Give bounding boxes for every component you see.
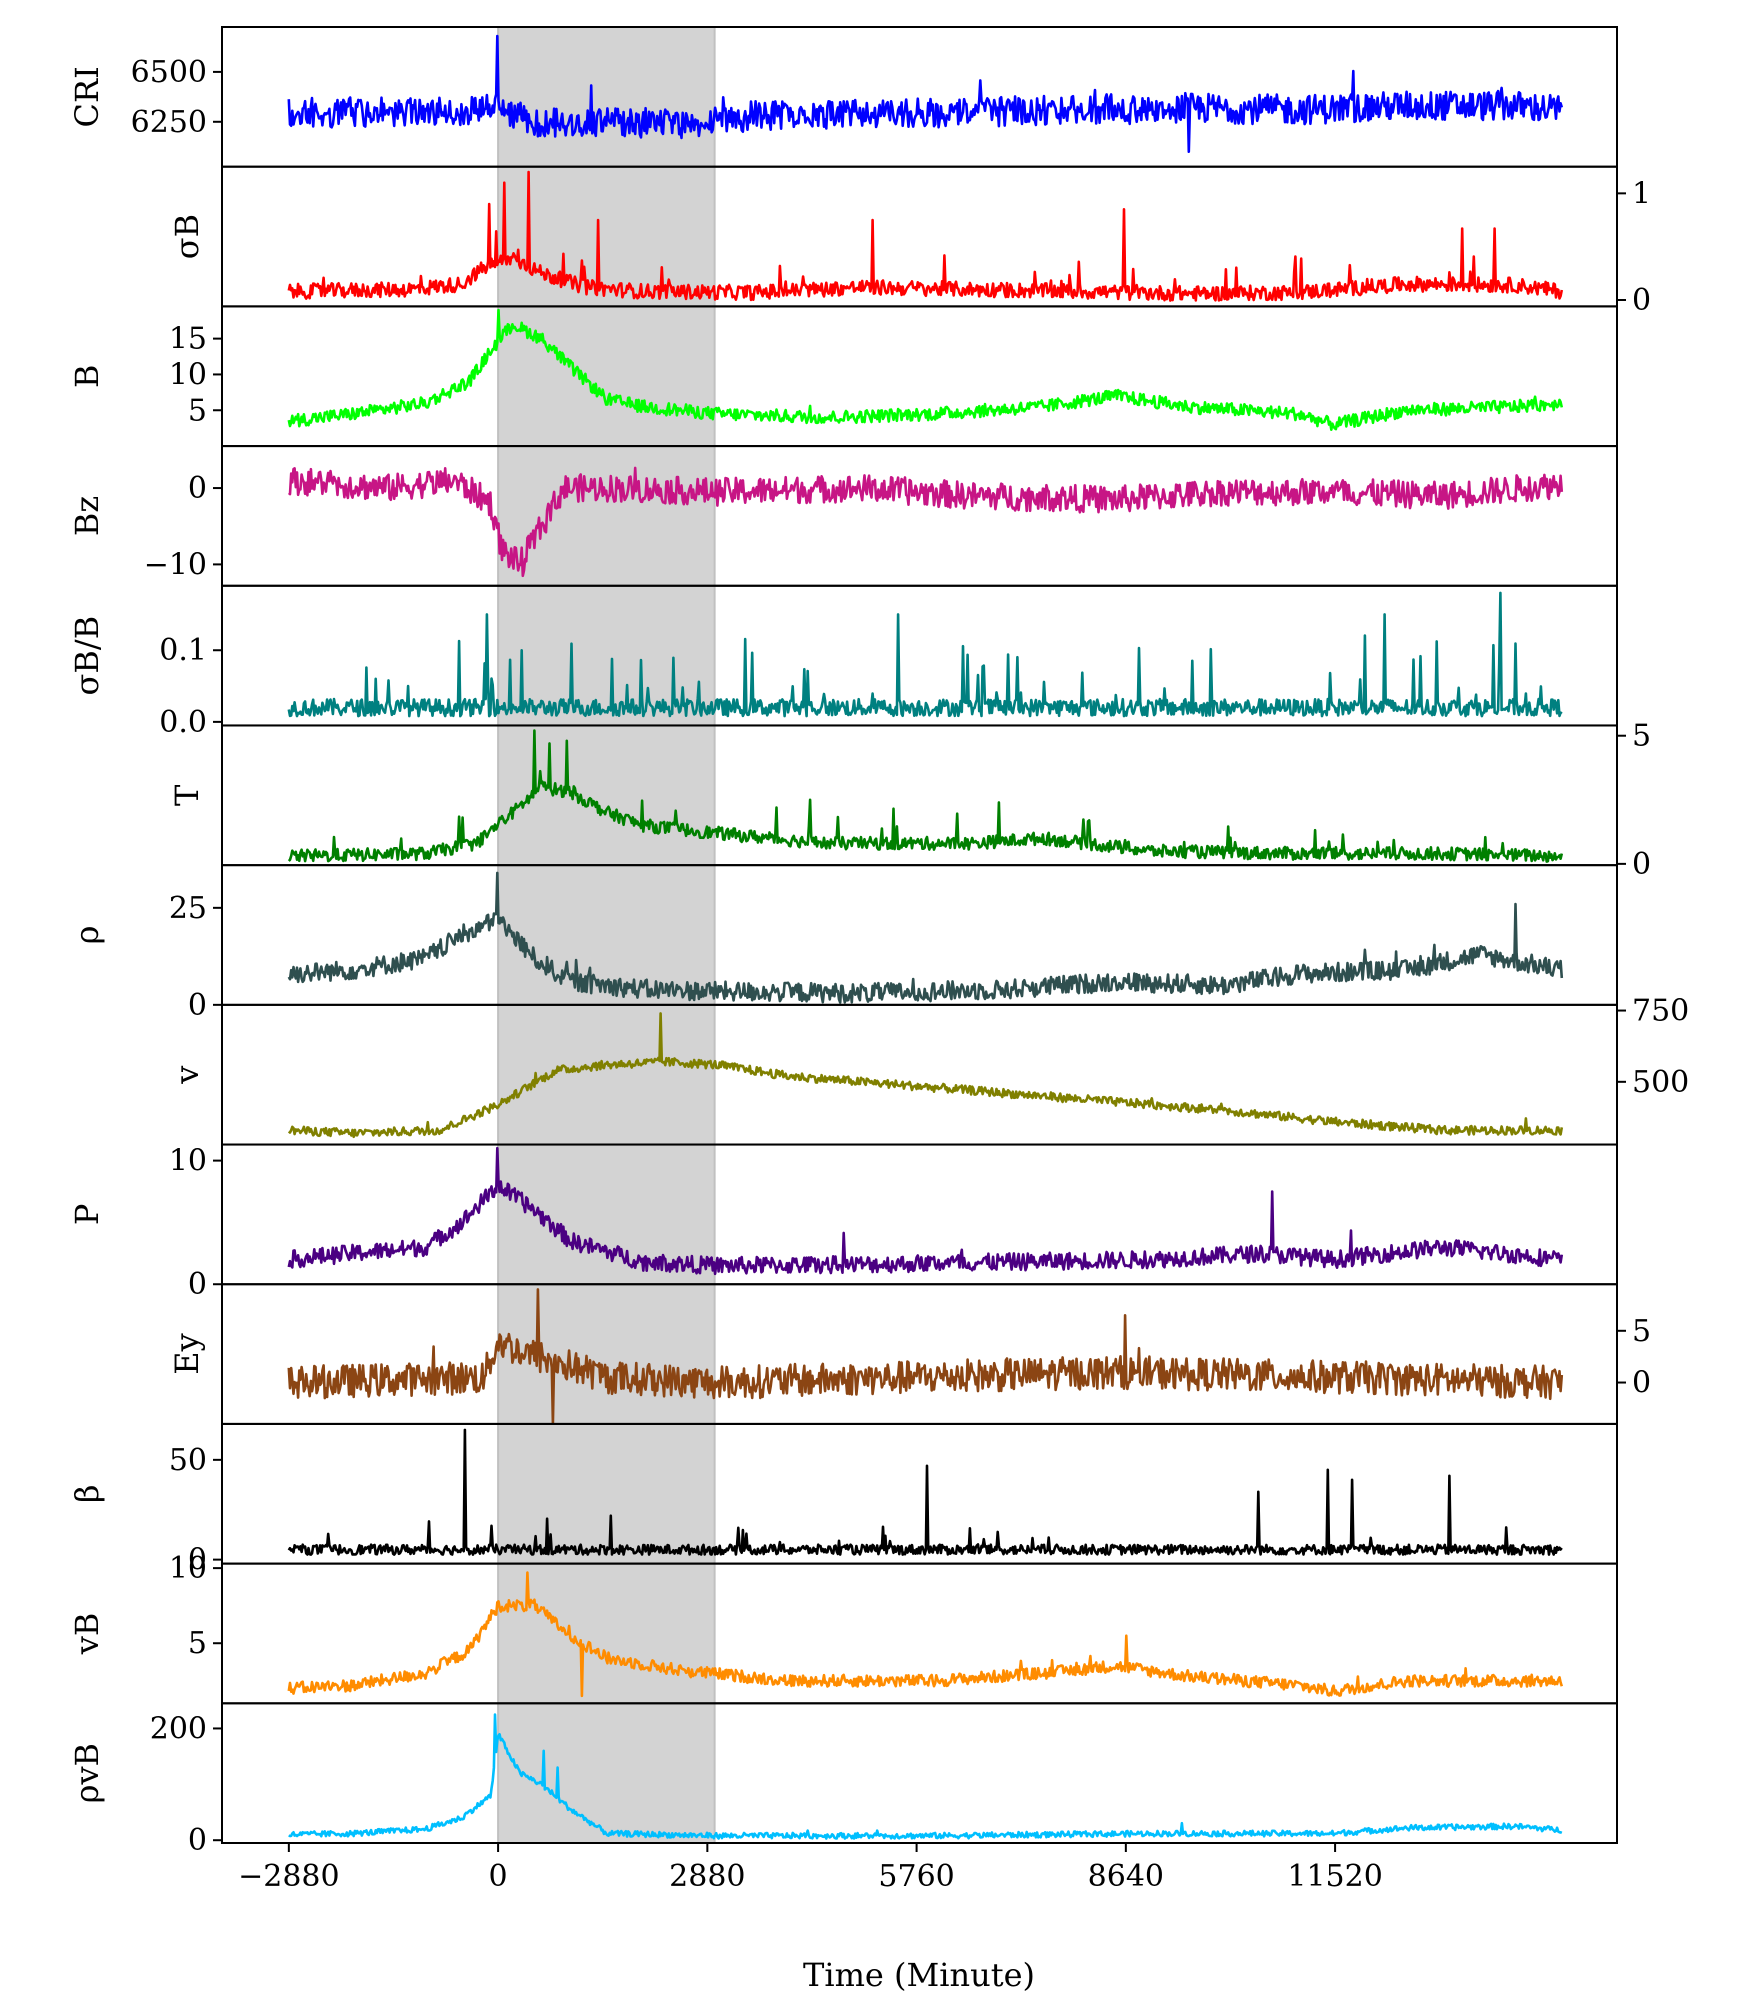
panel-5-ytick-label: 0.0 (159, 705, 207, 740)
panel-11-ytick-label: 0 (188, 1543, 207, 1578)
panel-7-ytick-label: 0 (188, 988, 207, 1023)
panel-13-frame (221, 1702, 1618, 1845)
panel-8: 500 750 v (168, 994, 1689, 1146)
panels-group: 62506500CRI01σB51015B−100Bz0.00.1σB/B05T… (68, 26, 1689, 1858)
panel-8-series-line (287, 1012, 1564, 1139)
panel-10-ylabel: Ey (168, 1333, 206, 1374)
panel-11-series-line (287, 1428, 1563, 1556)
panel-6-ytick-label: 5 (1632, 719, 1651, 754)
panel-8-ylabel: v (168, 1066, 206, 1085)
panel-3-ytick-label: 10 (169, 357, 207, 392)
x-tick-label: 5760 (878, 1859, 954, 1894)
panel-3-frame (221, 305, 1618, 448)
panel-10: 0 5 Ey (168, 1283, 1651, 1425)
x-tick-label: 8640 (1088, 1859, 1164, 1894)
panel-13-ytick-label: 200 (150, 1711, 207, 1746)
panel-8-ytick-label: 750 (1632, 994, 1689, 1029)
panel-12-ytick-label: 10 (169, 1551, 207, 1586)
x-tick-label: 2880 (669, 1859, 745, 1894)
panel-4-ylabel: Bz (68, 496, 106, 536)
panel-3-ylabel: B (68, 364, 106, 388)
x-axis: −2880 0 2880 5760 8640 11520 (238, 1843, 1383, 1894)
panel-3-series-line (287, 308, 1564, 431)
panel-7-frame (221, 864, 1618, 1006)
panel-13-ytick-label: 0 (188, 1823, 207, 1858)
panel-1-ytick-label: 6500 (131, 55, 207, 90)
panel-9-ylabel: P (68, 1204, 106, 1226)
panel-10-ytick-label: 0 (1632, 1366, 1651, 1401)
panel-11-frame (221, 1422, 1618, 1565)
panel-13-ylabel: ρvB (68, 1743, 106, 1803)
panel-2-ytick-label: 1 (1632, 176, 1651, 211)
panel-12: 5 10 vB (68, 1551, 1618, 1705)
panel-9: 0 10 P (68, 1143, 1618, 1302)
panel-9-ytick-label: 0 (188, 1267, 207, 1302)
panel-4-ytick-label: 0 (188, 471, 207, 506)
panel-1: 6250 6500 CRI (68, 26, 1618, 168)
x-axis-label: Time (Minute) (803, 1956, 1035, 1994)
panel-10-frame (221, 1283, 1618, 1425)
panel-7-ylabel: ρ (68, 926, 106, 945)
panel-6-series-line (287, 729, 1564, 863)
panel-4: −10 0 Bz (68, 445, 1618, 587)
panel-12-series-line (287, 1571, 1564, 1698)
panel-5-series-line (287, 591, 1563, 718)
panel-12-ylabel: vB (68, 1613, 106, 1656)
panel-1-ylabel: CRI (68, 66, 106, 127)
panel-9-series-line (287, 1146, 1564, 1276)
panel-13-series-line (288, 1713, 1563, 1840)
panel-11: 0 50 β (68, 1422, 1618, 1578)
panel-3-ytick-label: 5 (188, 393, 207, 428)
event-shaded-region (497, 26, 716, 1844)
panel-5: 0.0 0.1 σB/B (68, 584, 1618, 740)
panel-5-ytick-label: 0.1 (159, 633, 207, 668)
panel-2-ylabel: σB (168, 214, 206, 259)
panel-3-ytick-label: 15 (169, 322, 207, 357)
panel-10-series-line (287, 1288, 1564, 1424)
panel-4-frame (221, 445, 1618, 587)
panel-4-series-line (287, 466, 1564, 578)
panel-11-ytick-label: 50 (169, 1443, 207, 1478)
panel-4-ytick-label: −10 (144, 547, 207, 582)
panel-5-ylabel: σB/B (68, 616, 106, 696)
x-tick-label: −2880 (238, 1859, 339, 1894)
panel-9-ytick-label: 10 (169, 1144, 207, 1179)
panel-7-ytick-label: 25 (169, 891, 207, 926)
panel-6-ytick-label: 0 (1632, 847, 1651, 882)
panel-2-series-line (287, 170, 1564, 302)
panel-7: 0 25 ρ (68, 864, 1618, 1023)
panel-8-ytick-label: 500 (1632, 1065, 1689, 1100)
panel-6-ylabel: T (168, 784, 206, 806)
panel-13: 0 200 ρvB (68, 1702, 1618, 1858)
panel-11-ylabel: β (68, 1485, 106, 1504)
panel-10-ytick-label: 5 (1632, 1314, 1651, 1349)
panel-2: 0 1 σB (168, 165, 1651, 318)
panel-12-ytick-label: 5 (188, 1626, 207, 1661)
panel-6: 0 5 T (168, 719, 1651, 882)
panel-1-ytick-label: 6250 (131, 105, 207, 140)
x-tick-label: 0 (489, 1859, 508, 1894)
x-tick-label: 11520 (1287, 1859, 1382, 1894)
panel-2-ytick-label: 0 (1632, 283, 1651, 318)
panel-7-series-line (287, 871, 1564, 1004)
panel-1-series-line (287, 34, 1564, 153)
